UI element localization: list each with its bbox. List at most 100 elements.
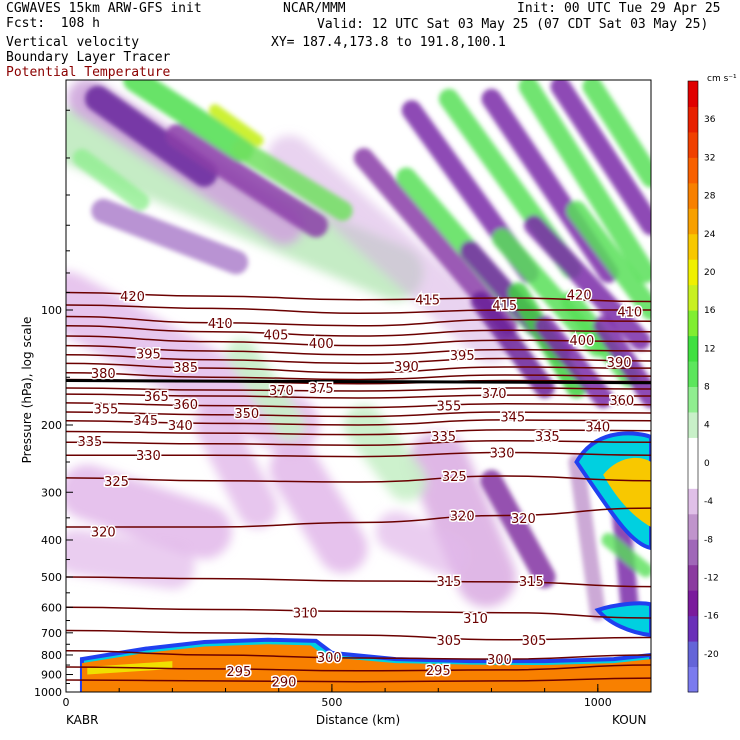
theta-label: 300	[487, 653, 512, 668]
y-tick-label: 700	[41, 627, 62, 640]
theta-label: 320	[450, 509, 475, 524]
theta-label: 320	[91, 525, 116, 540]
left-station-label: KABR	[66, 713, 98, 727]
colorbar-unit: cm s⁻¹	[707, 74, 737, 84]
theta-label: 335	[78, 435, 103, 450]
tracer-plume-core	[603, 457, 651, 528]
theta-label: 325	[104, 475, 129, 490]
colorbar-tick-label: 32	[704, 153, 715, 163]
theta-label: 390	[607, 356, 632, 371]
wave-band-yellow	[208, 104, 264, 147]
downdraft-core	[480, 469, 556, 589]
colorbar-swatch	[688, 233, 698, 260]
field-boundary-layer-tracer: Boundary Layer Tracer	[6, 50, 171, 65]
wave-train-band	[566, 200, 651, 320]
theta-label: 365	[144, 390, 169, 405]
theta-label: 400	[569, 334, 594, 349]
theta-contour-line	[66, 335, 651, 347]
theta-contour-line	[66, 354, 651, 365]
y-tick-label: 400	[41, 534, 62, 547]
tropo-patch	[194, 404, 278, 529]
colorbar-frame	[687, 80, 699, 693]
theta-label: 375	[309, 382, 334, 397]
tracer-core	[81, 644, 651, 692]
right-station-label: KOUN	[612, 713, 646, 727]
theta-contour-line	[66, 576, 651, 588]
theta-contour-line	[66, 344, 651, 356]
plot-frame	[65, 79, 652, 693]
wave-band-purple	[165, 123, 328, 238]
wave-train-band	[518, 80, 651, 283]
field-soft-layer	[66, 80, 517, 608]
colorbar-swatch	[688, 259, 698, 286]
wave-band-green	[123, 80, 254, 162]
theta-label: 315	[436, 575, 461, 590]
y-tick-label: 1000	[34, 686, 62, 699]
theta-contour-line	[66, 419, 651, 426]
theta-label: 335	[535, 430, 560, 445]
colorbar-tick-label: -4	[704, 497, 713, 507]
y-tick-label: 800	[41, 649, 62, 662]
colorbar-tick-label: -16	[704, 612, 719, 622]
wave-band-green-2	[231, 139, 353, 221]
cross-section-endpoints: XY= 187.4,173.8 to 191.8,100.1	[271, 35, 506, 50]
theta-label: 340	[168, 419, 193, 434]
theta-label: 345	[133, 414, 158, 429]
theta-label: 345	[500, 410, 525, 425]
x-tick-label: 500	[321, 696, 342, 709]
theta-label: 420	[567, 288, 592, 303]
colorbar-swatch	[688, 641, 698, 668]
theta-contours	[66, 291, 651, 683]
wave-train-band	[593, 315, 651, 409]
colorbar-swatch	[688, 335, 698, 362]
theta-label: 355	[436, 400, 461, 415]
colorbar-swatch	[688, 666, 698, 693]
theta-label: 305	[436, 634, 461, 649]
green-light-patch	[226, 338, 305, 440]
forecast-hour: Fcst: 108 h	[6, 16, 100, 31]
colorbar-swatch	[688, 131, 698, 158]
downdraft-right	[568, 454, 606, 621]
colorbar-swatch	[688, 361, 698, 387]
colorbar-swatch	[688, 284, 698, 311]
theta-contour-line	[66, 304, 651, 315]
tracer-plume-lower	[594, 601, 651, 638]
colorbar-tick-label: -12	[704, 573, 719, 583]
theta-contour-line	[66, 372, 651, 381]
wave-train-band	[470, 291, 555, 398]
theta-label: 335	[431, 430, 456, 445]
theta-label: 395	[136, 348, 161, 363]
theta-label: 295	[426, 664, 451, 679]
theta-label: 320	[511, 512, 536, 527]
theta-label: 300	[317, 651, 342, 666]
theta-contour-line	[66, 393, 651, 399]
mid-right-patch	[408, 432, 517, 608]
colorbar-tick-label: -8	[704, 535, 713, 545]
theta-label: 395	[450, 349, 475, 364]
theta-label: 330	[136, 449, 161, 464]
mid-left-patch-2	[66, 529, 195, 590]
colorbar-swatch	[688, 513, 698, 540]
theta-contour-line	[66, 629, 651, 641]
colorbar-swatch	[688, 411, 698, 438]
valid-time: Valid: 12 UTC Sat 03 May 25 (07 CDT Sat …	[317, 17, 709, 32]
y-tick-label: 600	[41, 601, 62, 614]
theta-label: 350	[234, 407, 259, 422]
colorbar-swatch	[688, 462, 698, 489]
theta-label: 400	[309, 337, 334, 352]
theta-contour-line	[66, 362, 651, 374]
theta-contour-line	[66, 291, 651, 303]
field-potential-temperature: Potential Temperature	[6, 65, 171, 80]
colorbar-tick-label: 12	[704, 344, 715, 354]
pressure-axis: 100 200 300 400 500 600 700 800 900 1000	[34, 109, 73, 699]
colorbar-swatch	[688, 157, 698, 184]
theta-label: 370	[269, 384, 294, 399]
theta-label: 405	[264, 329, 289, 344]
wave-band-purple-dark	[84, 85, 218, 187]
colorbar: 36 32 28 24 20 16 12 8 4 0 -4 -8 -12 -16 -20	[687, 80, 719, 693]
colorbar-swatch	[688, 386, 698, 413]
theta-label: 310	[463, 612, 488, 627]
theta-label: 360	[173, 398, 198, 413]
colorbar-tick-label: -20	[704, 650, 719, 660]
colorbar-swatch	[688, 539, 698, 566]
